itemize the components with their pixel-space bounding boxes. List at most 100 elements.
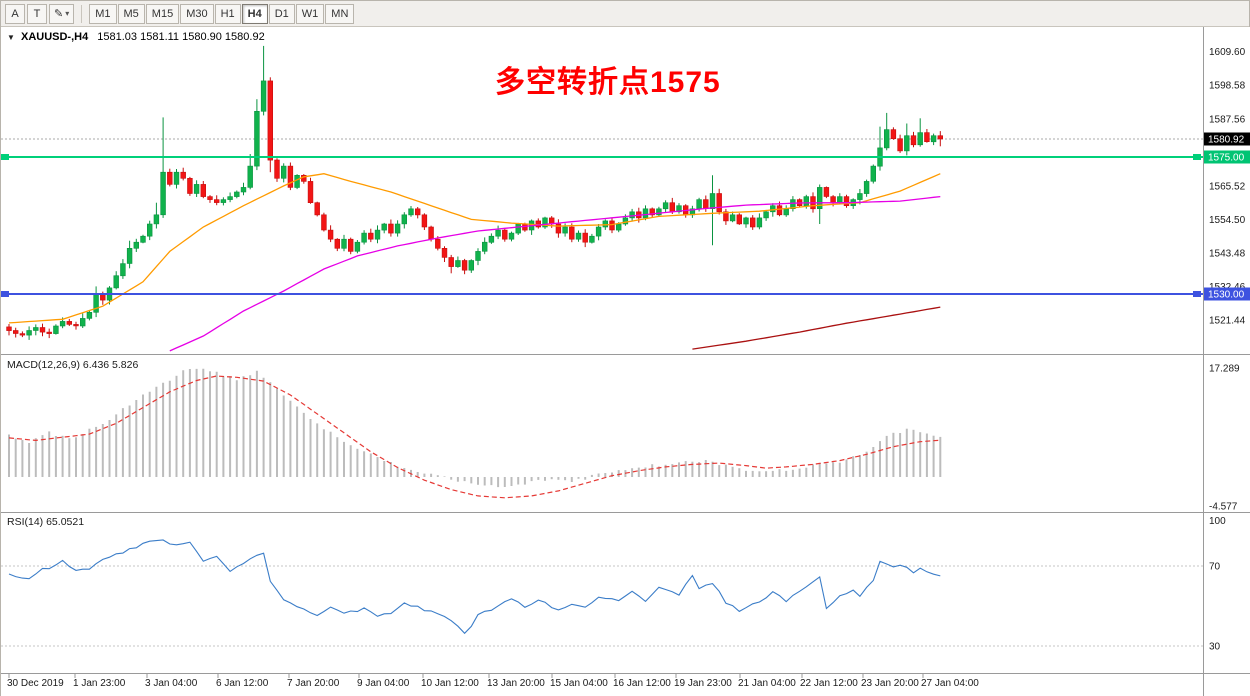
candle <box>53 325 59 334</box>
candle <box>595 226 602 237</box>
candle <box>401 214 407 225</box>
candle <box>86 311 93 319</box>
candle <box>80 318 86 327</box>
green-line-price-tag[interactable] <box>1204 150 1250 164</box>
macd-axis-label: 17.289 <box>1209 363 1240 374</box>
timeframe-button-w1[interactable]: W1 <box>295 3 325 24</box>
candle <box>307 181 314 203</box>
candle <box>662 202 669 210</box>
candles-layer <box>6 45 944 340</box>
green-line-price-tag-text: 1575.00 <box>1208 153 1245 164</box>
time-label: 1 Jan 23:00 <box>73 678 126 689</box>
draw-tool-button[interactable]: ✎ ▾ <box>49 3 75 24</box>
time-label: 22 Jan 12:00 <box>800 678 858 689</box>
candle <box>394 223 401 234</box>
green-hline-left-marker <box>1 154 9 160</box>
candle <box>455 260 461 267</box>
candle <box>33 327 39 331</box>
price-axis-label: 1609.60 <box>1209 47 1246 58</box>
candle <box>642 208 649 219</box>
candle <box>783 208 789 216</box>
timeframe-button-m5[interactable]: M5 <box>117 3 145 24</box>
candle <box>743 217 749 225</box>
candle <box>167 171 173 185</box>
chevron-down-icon: ▾ <box>65 9 70 18</box>
time-label: 30 Dec 2019 <box>7 678 64 689</box>
candle <box>904 135 910 152</box>
candle <box>803 196 810 207</box>
candle <box>589 235 595 243</box>
candle <box>334 238 340 249</box>
price-axis-label: 1598.58 <box>1209 81 1246 92</box>
candle <box>448 257 454 267</box>
candle <box>240 187 247 193</box>
candle <box>180 171 186 179</box>
candle <box>770 205 776 213</box>
blue-line-price-tag[interactable] <box>1204 287 1250 301</box>
candle <box>441 248 448 258</box>
timeframe-button-m1[interactable]: M1 <box>89 3 117 24</box>
timeframe-button-m30[interactable]: M30 <box>180 3 214 24</box>
candle <box>374 229 381 240</box>
candle <box>341 238 347 249</box>
blue-hline-right-marker <box>1193 290 1201 297</box>
candle <box>910 135 917 146</box>
candle <box>649 208 655 216</box>
candle <box>214 199 220 203</box>
candle <box>314 202 320 216</box>
symbol-period-label: XAUUSD-,H4 <box>20 31 89 43</box>
price-axis-label: 1554.50 <box>1209 215 1246 226</box>
candle <box>39 327 46 333</box>
ma-fast-line <box>8 173 941 324</box>
candle <box>153 214 160 225</box>
candle <box>13 330 19 334</box>
candle <box>220 199 227 203</box>
candle <box>790 199 796 210</box>
candle <box>247 165 253 188</box>
timeframe-button-mn[interactable]: MN <box>325 3 355 24</box>
pencil-icon: ✎ <box>54 8 64 20</box>
candle <box>6 326 12 331</box>
candle <box>193 184 200 194</box>
candle <box>287 165 294 188</box>
timeframe-button-d1[interactable]: D1 <box>268 3 295 24</box>
candle <box>207 196 213 200</box>
candle <box>368 232 374 240</box>
chart-area[interactable]: 1609.60 1598.58 1587.56 1565.52 1554.50 1543.… <box>1 27 1250 696</box>
candle <box>321 214 327 231</box>
timeframe-button-h1[interactable]: H1 <box>214 3 241 24</box>
candle <box>930 135 937 143</box>
collapse-icon[interactable]: ▼ <box>7 33 15 42</box>
candle <box>26 330 32 336</box>
price-axis-label: 1587.56 <box>1209 114 1246 125</box>
cursor-tool-button[interactable]: A <box>5 3 25 24</box>
time-axis[interactable]: 30 Dec 2019 1 Jan 23:00 3 Jan 04:00 6 Jan 1… <box>1 675 1250 696</box>
timeframe-button-h4[interactable]: H4 <box>241 3 268 24</box>
candle <box>461 260 468 271</box>
candle <box>508 232 515 240</box>
candle <box>113 275 119 289</box>
time-label: 9 Jan 04:00 <box>357 678 410 689</box>
candle <box>756 217 763 228</box>
candle <box>294 175 300 188</box>
candle <box>502 229 508 240</box>
candle <box>870 165 877 182</box>
candle <box>388 223 394 234</box>
price-axis-label: 1521.44 <box>1209 316 1246 327</box>
candle <box>354 241 361 252</box>
time-label: 3 Jan 04:00 <box>145 678 198 689</box>
chart-canvas[interactable]: 1609.60 1598.58 1587.56 1565.52 1554.50 1543.… <box>1 27 1250 696</box>
blue-hline-left-marker <box>1 290 9 297</box>
candle <box>347 238 354 252</box>
candle <box>73 324 79 327</box>
candle <box>924 132 930 142</box>
candle <box>883 129 890 149</box>
candle <box>468 260 474 271</box>
text-tool-button[interactable]: T <box>27 3 47 24</box>
candle <box>562 226 568 234</box>
candle <box>703 199 709 210</box>
time-label: 7 Jan 20:00 <box>287 678 340 689</box>
time-label: 13 Jan 20:00 <box>487 678 545 689</box>
timeframe-button-m15[interactable]: M15 <box>145 3 180 24</box>
